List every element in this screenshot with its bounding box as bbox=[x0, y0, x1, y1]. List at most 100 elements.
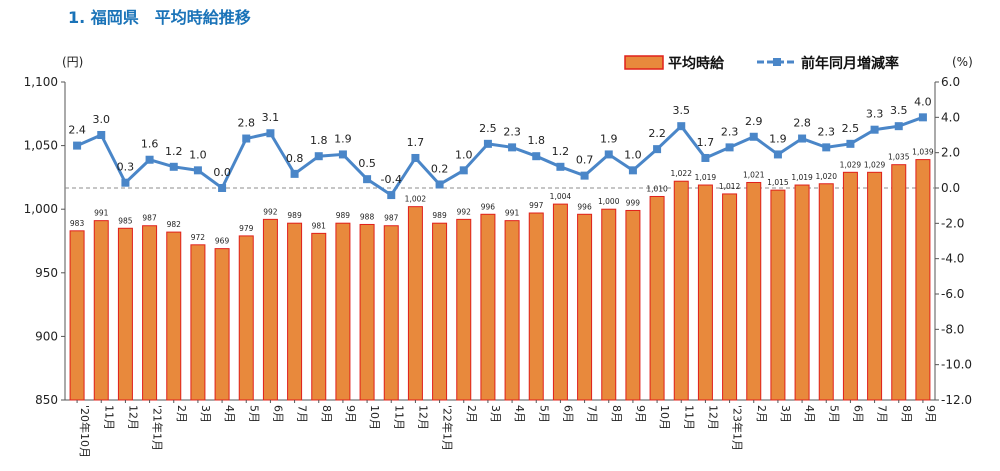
bar bbox=[142, 225, 158, 401]
x-tick-label: 10月 bbox=[368, 405, 381, 430]
line-value-label: 2.5 bbox=[842, 122, 860, 135]
bar bbox=[842, 171, 858, 401]
line-value-label: 1.9 bbox=[600, 132, 618, 145]
line-value-label: 2.8 bbox=[238, 117, 256, 130]
bar bbox=[166, 231, 182, 401]
line-value-label: 0.5 bbox=[358, 157, 376, 170]
x-tick-label: 7月 bbox=[296, 405, 309, 423]
right-tick-label: 2.0 bbox=[941, 146, 960, 160]
x-tick-label: 12月 bbox=[126, 405, 139, 430]
bar-value-label: 989 bbox=[287, 211, 302, 220]
bar bbox=[649, 195, 665, 401]
line-point bbox=[870, 125, 879, 134]
line-value-label: 2.5 bbox=[479, 122, 497, 135]
line-value-label: 3.5 bbox=[673, 104, 691, 117]
bar bbox=[117, 227, 133, 401]
line-value-label: 3.1 bbox=[262, 111, 280, 124]
x-tick-label: 11月 bbox=[392, 405, 405, 430]
bar-value-label: 1,029 bbox=[864, 160, 886, 169]
bar-value-label: 992 bbox=[263, 207, 278, 216]
line-point bbox=[508, 143, 517, 152]
line-value-label: 0.0 bbox=[213, 166, 231, 179]
x-tick-label: 2月 bbox=[175, 405, 188, 423]
bar bbox=[311, 232, 327, 401]
bar bbox=[867, 171, 883, 401]
line-point bbox=[628, 166, 637, 175]
line-point bbox=[290, 169, 299, 178]
line-point bbox=[314, 152, 323, 161]
line-point bbox=[749, 132, 758, 141]
bar bbox=[552, 203, 568, 401]
line-point bbox=[677, 122, 686, 131]
bar bbox=[93, 220, 109, 401]
bar-value-label: 1,029 bbox=[840, 160, 862, 169]
line-value-label: 2.3 bbox=[503, 125, 521, 138]
line-point bbox=[193, 166, 202, 175]
bar bbox=[915, 159, 931, 401]
line-point bbox=[846, 139, 855, 148]
line-point bbox=[169, 162, 178, 171]
bar bbox=[407, 206, 423, 401]
bar bbox=[287, 222, 303, 401]
line-value-label: 1.0 bbox=[189, 148, 207, 161]
bar bbox=[504, 220, 520, 401]
bar-value-label: 987 bbox=[142, 214, 157, 223]
x-tick-label: 4月 bbox=[223, 405, 236, 423]
line-value-label: 0.7 bbox=[576, 154, 594, 167]
line-point bbox=[701, 153, 710, 162]
x-tick-label: 12月 bbox=[706, 405, 719, 430]
x-tick-label: 10月 bbox=[658, 405, 671, 430]
x-tick-label: 4月 bbox=[513, 405, 526, 423]
line-value-label: 1.0 bbox=[624, 148, 642, 161]
left-tick-label: 1,050 bbox=[24, 139, 58, 153]
bar bbox=[673, 180, 689, 401]
left-tick-label: 1,100 bbox=[24, 75, 58, 89]
bar-value-label: 969 bbox=[215, 237, 230, 246]
bar bbox=[818, 183, 834, 401]
line-value-label: 1.8 bbox=[310, 134, 328, 147]
legend-bar-label: 平均時給 bbox=[668, 55, 725, 72]
line-value-label: 3.0 bbox=[93, 113, 111, 126]
bar bbox=[262, 218, 278, 401]
x-tick-label: 6月 bbox=[561, 405, 574, 423]
bar bbox=[891, 164, 907, 401]
bar bbox=[432, 222, 448, 401]
line-point bbox=[725, 143, 734, 152]
bar-value-label: 1,019 bbox=[791, 173, 813, 182]
right-axis-unit: (%) bbox=[952, 55, 973, 69]
line-point bbox=[894, 122, 903, 131]
bar bbox=[625, 209, 641, 401]
left-axis-unit: (円) bbox=[62, 55, 83, 69]
bar bbox=[577, 213, 593, 401]
bar bbox=[335, 222, 351, 401]
line-point bbox=[435, 180, 444, 189]
line-value-label: 2.2 bbox=[648, 127, 666, 140]
line-point bbox=[918, 113, 927, 122]
line-point bbox=[338, 150, 347, 159]
growth-rate-line bbox=[76, 115, 924, 198]
bar-value-label: 985 bbox=[118, 216, 133, 225]
line-point bbox=[798, 134, 807, 143]
x-tick-label: 9月 bbox=[344, 405, 357, 423]
bar bbox=[214, 248, 230, 401]
bar-value-label: 982 bbox=[167, 220, 182, 229]
x-tick-label: 11月 bbox=[102, 405, 115, 430]
right-tick-label: -12.0 bbox=[941, 393, 972, 407]
line-value-label: 1.7 bbox=[697, 136, 715, 149]
bar-value-label: 1,019 bbox=[695, 173, 717, 182]
x-tick-label: 8月 bbox=[320, 405, 333, 423]
right-tick-label: 4.0 bbox=[941, 110, 960, 124]
bar-value-label: 979 bbox=[239, 224, 254, 233]
bar bbox=[359, 223, 375, 401]
left-tick-label: 1,000 bbox=[24, 202, 58, 216]
left-tick-label: 950 bbox=[35, 266, 58, 280]
bar bbox=[697, 184, 713, 401]
bar-value-label: 996 bbox=[577, 202, 592, 211]
line-value-label: 2.3 bbox=[818, 125, 836, 138]
bar-value-label: 1,012 bbox=[719, 182, 741, 191]
line-value-label: 0.3 bbox=[117, 161, 135, 174]
bar-value-label: 999 bbox=[626, 198, 641, 207]
bar bbox=[722, 193, 738, 401]
x-tick-label: 9月 bbox=[634, 405, 647, 423]
bar-value-label: 1,010 bbox=[646, 184, 668, 193]
